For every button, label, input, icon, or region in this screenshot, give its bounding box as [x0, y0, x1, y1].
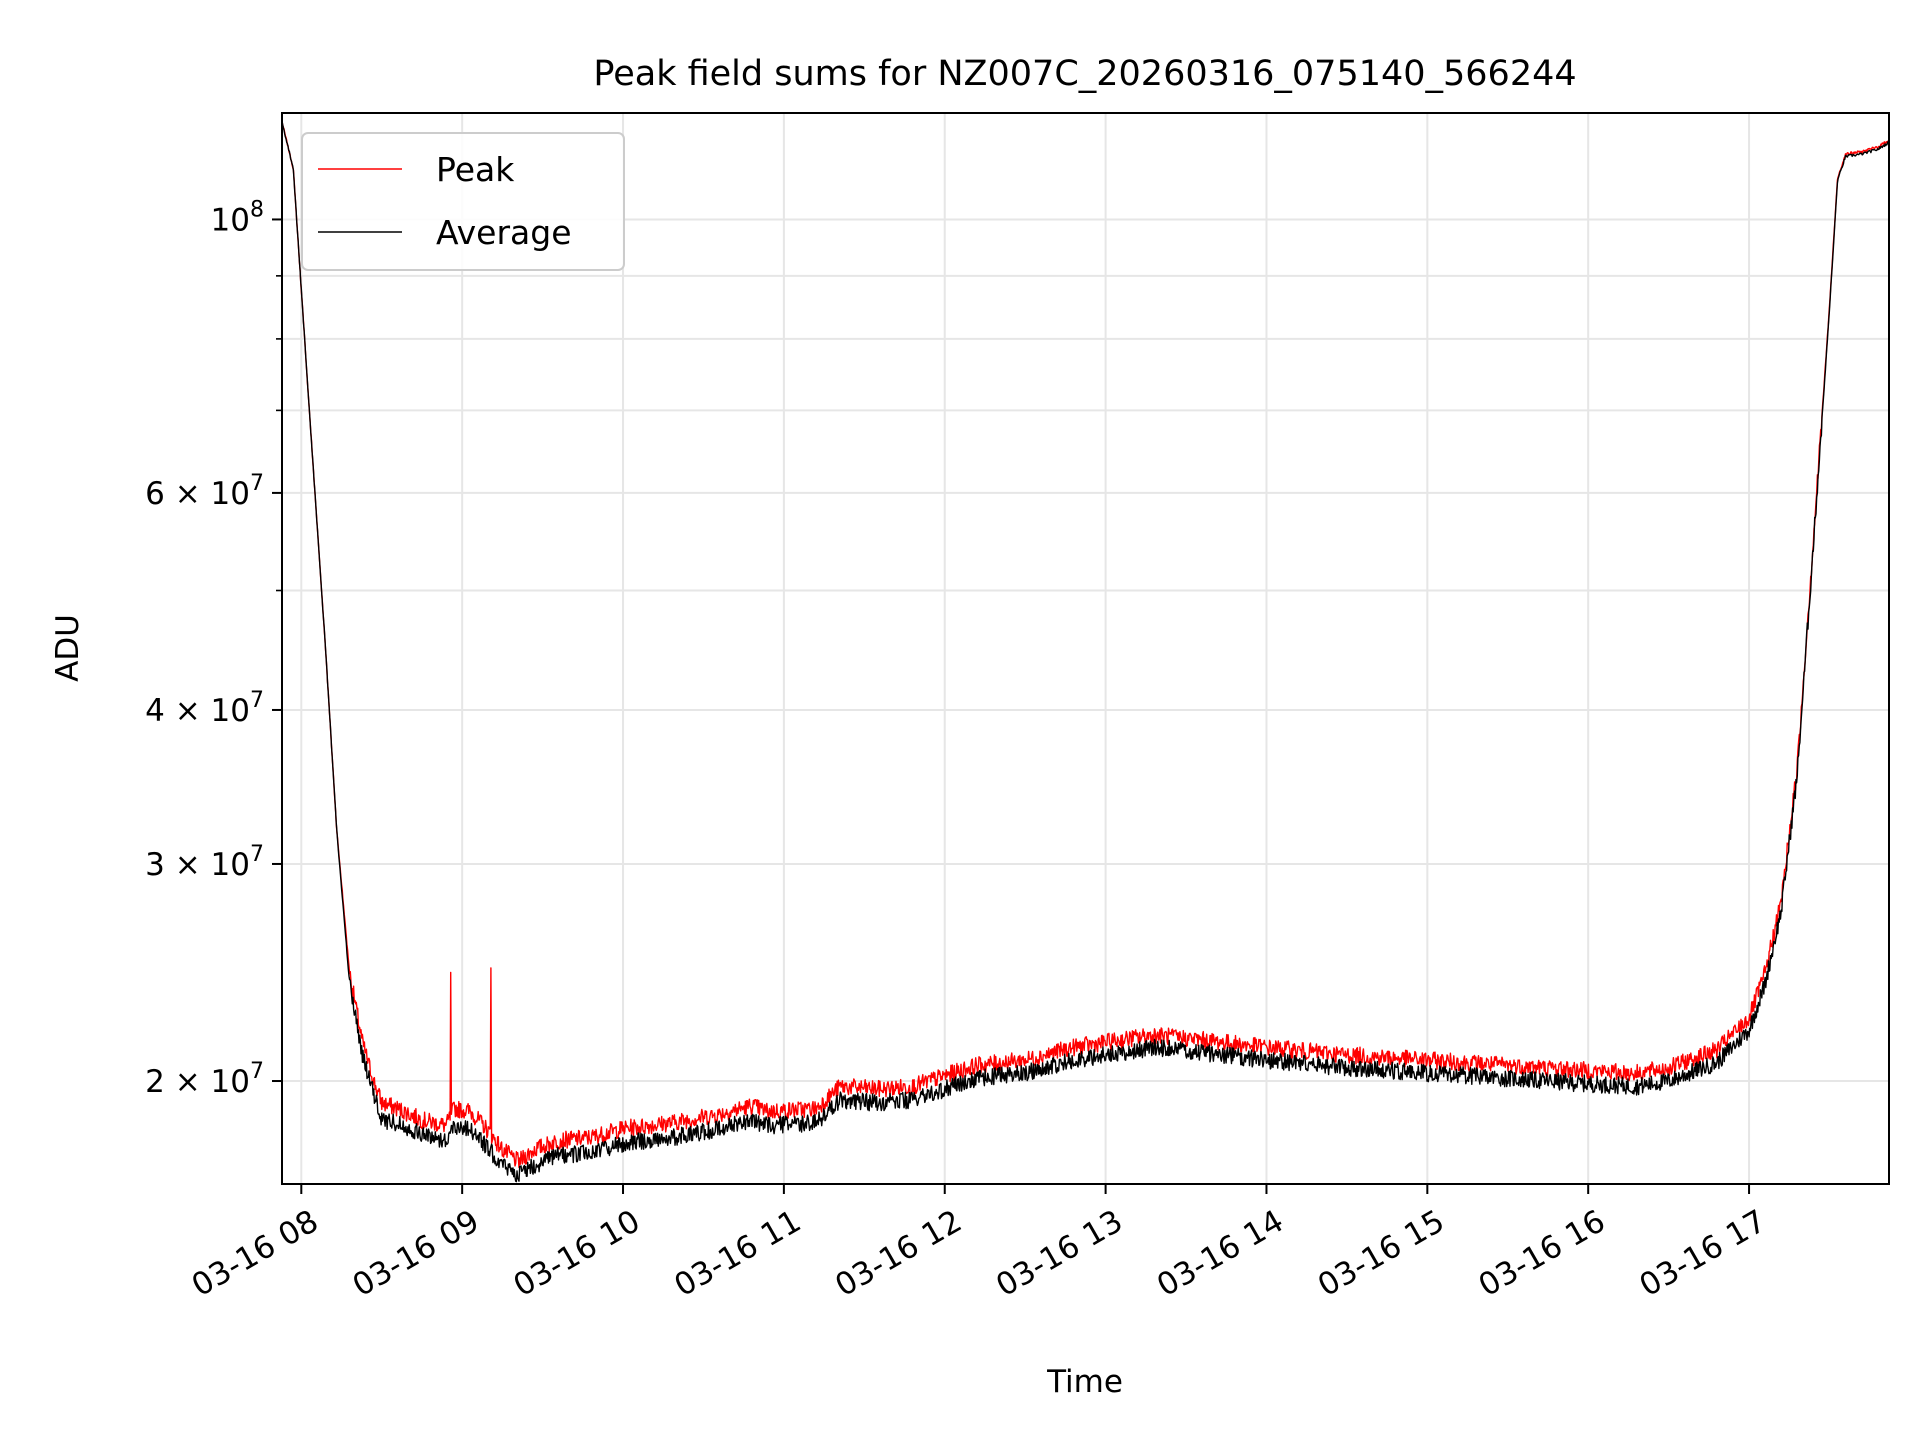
grid-lines — [282, 113, 1889, 1184]
y-tick-label: 4 × 107 — [145, 688, 264, 729]
legend: Peak Average — [301, 132, 625, 271]
y-tick-label: 6 × 107 — [145, 471, 264, 512]
chart-title: Peak field sums for NZ007C_20260316_0751… — [593, 54, 1576, 94]
y-tick-label: 2 × 107 — [145, 1059, 264, 1100]
x-axis-label: Time — [1046, 1364, 1123, 1400]
y-tick-label: 3 × 107 — [145, 842, 264, 883]
legend-box — [301, 132, 625, 271]
y-tick-label: 108 — [211, 197, 264, 238]
plot-frame — [281, 112, 1890, 1185]
series-line-peak — [281, 121, 1890, 1169]
series-layer — [281, 120, 1890, 1183]
series-line-average — [281, 120, 1890, 1183]
y-axis-label: ADU — [50, 614, 86, 682]
legend-peak-label: Peak — [436, 150, 515, 189]
legend-average-label: Average — [436, 213, 572, 252]
